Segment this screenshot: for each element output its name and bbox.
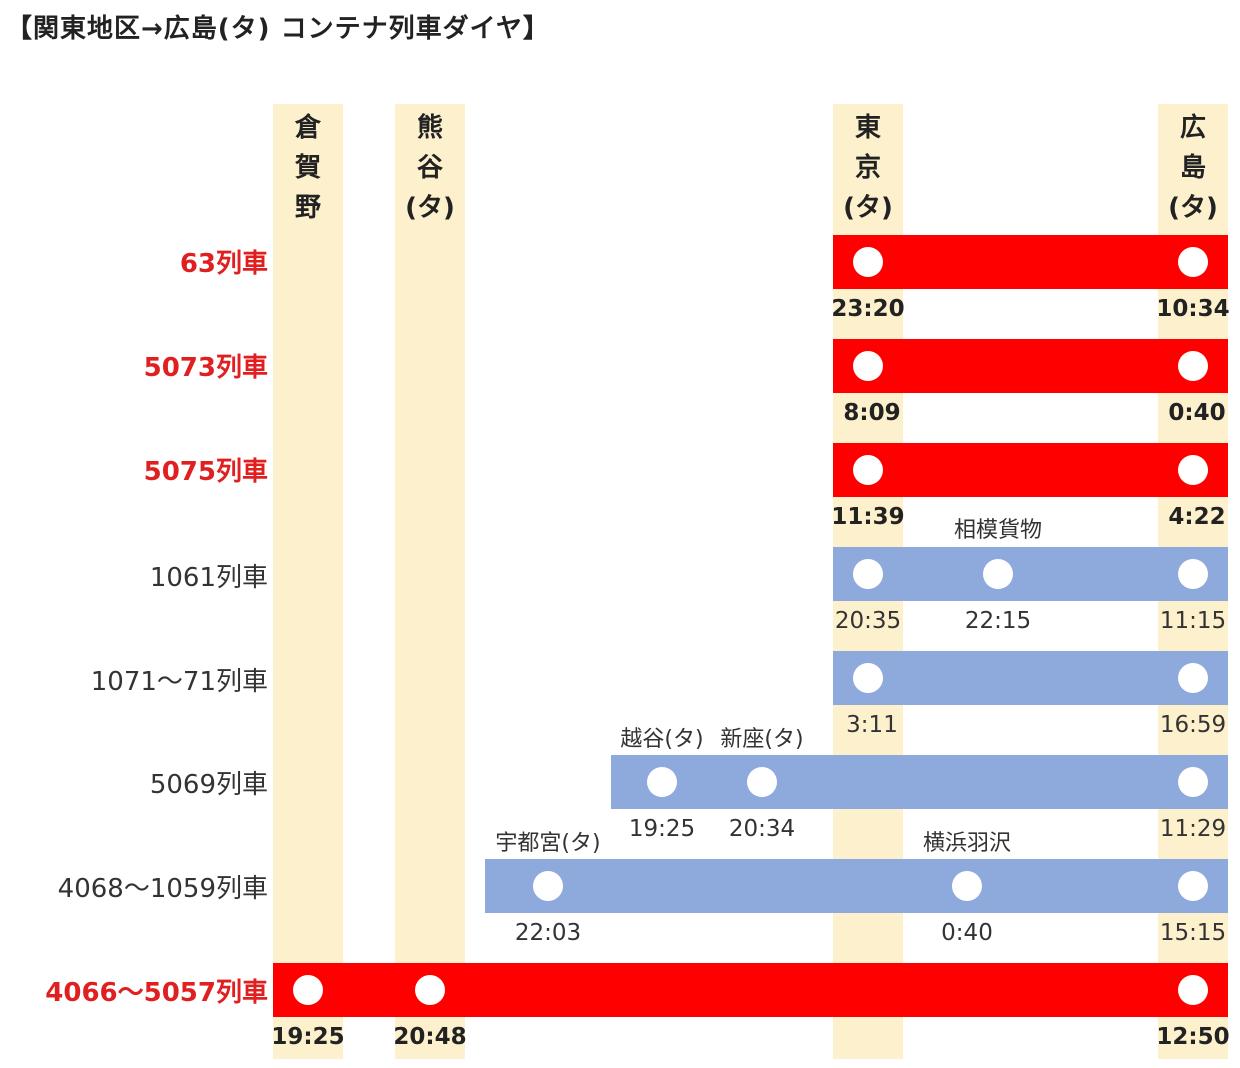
stop-dot bbox=[1178, 247, 1208, 277]
time-hiroshima: 11:29 bbox=[1159, 816, 1227, 842]
time-hiroshima: 12:50 bbox=[1156, 1024, 1230, 1050]
time-koshigaya: 19:25 bbox=[628, 816, 696, 842]
train-bar-63 bbox=[833, 235, 1228, 289]
time-kurashino: 19:25 bbox=[271, 1024, 345, 1050]
time-hiroshima: 15:15 bbox=[1159, 920, 1227, 946]
train-bar-5073 bbox=[833, 339, 1228, 393]
time-hiroshima: 16:59 bbox=[1159, 712, 1227, 738]
train-bar-4068 bbox=[485, 859, 1228, 913]
time-hiroshima: 4:22 bbox=[1168, 504, 1226, 530]
time-tokyo: 20:35 bbox=[834, 608, 902, 634]
stop-dot bbox=[952, 871, 982, 901]
column-kurashino bbox=[273, 104, 343, 1059]
time-yokohama-hazawa: 0:40 bbox=[941, 920, 993, 946]
time-tokyo: 3:11 bbox=[846, 712, 898, 738]
station-tokyo: 東 京 (タ) bbox=[843, 113, 893, 223]
time-hiroshima: 11:15 bbox=[1159, 608, 1227, 634]
stop-dot bbox=[983, 559, 1013, 589]
train-label-4068: 4068〜1059列車 bbox=[57, 874, 268, 904]
stop-dot bbox=[1178, 663, 1208, 693]
train-label-5075: 5075列車 bbox=[143, 457, 268, 487]
via-station-utsunomiya: 宇都宮(タ) bbox=[495, 831, 601, 856]
time-kumagaya: 20:48 bbox=[393, 1024, 467, 1050]
stop-dot bbox=[293, 975, 323, 1005]
train-bar-5075 bbox=[833, 443, 1228, 497]
time-utsunomiya: 22:03 bbox=[514, 920, 582, 946]
page-title: 【関東地区→広島(タ) コンテナ列車ダイヤ】 bbox=[6, 14, 550, 44]
train-label-5069: 5069列車 bbox=[149, 770, 268, 800]
via-station-niiza: 新座(タ) bbox=[720, 727, 804, 752]
stop-dot bbox=[1178, 767, 1208, 797]
stop-dot bbox=[747, 767, 777, 797]
stop-dot bbox=[853, 455, 883, 485]
stop-dot bbox=[1178, 455, 1208, 485]
stop-dot bbox=[853, 247, 883, 277]
train-label-1071: 1071〜71列車 bbox=[90, 667, 268, 697]
station-kumagaya: 熊 谷 (タ) bbox=[405, 113, 455, 223]
train-label-63: 63列車 bbox=[179, 249, 268, 279]
time-sagami: 22:15 bbox=[964, 608, 1032, 634]
stop-dot bbox=[647, 767, 677, 797]
train-label-1061: 1061列車 bbox=[149, 563, 268, 593]
stop-dot bbox=[1178, 351, 1208, 381]
via-station-koshigaya: 越谷(タ) bbox=[620, 727, 704, 752]
station-kurashino: 倉 賀 野 bbox=[294, 113, 321, 223]
train-bar-1071 bbox=[833, 651, 1228, 705]
stop-dot bbox=[1178, 559, 1208, 589]
stop-dot bbox=[853, 663, 883, 693]
train-label-4066: 4066〜5057列車 bbox=[45, 978, 268, 1008]
via-station-yokohama-hazawa: 横浜羽沢 bbox=[922, 831, 1012, 856]
time-hiroshima: 10:34 bbox=[1156, 296, 1230, 322]
time-tokyo: 11:39 bbox=[831, 504, 905, 530]
column-kumagaya bbox=[395, 104, 465, 1059]
train-label-5073: 5073列車 bbox=[143, 353, 268, 383]
stop-dot bbox=[1178, 975, 1208, 1005]
time-tokyo: 23:20 bbox=[831, 296, 905, 322]
station-hiroshima: 広 島 (タ) bbox=[1168, 113, 1218, 223]
time-hiroshima: 0:40 bbox=[1168, 400, 1226, 426]
stop-dot bbox=[853, 351, 883, 381]
stop-dot bbox=[533, 871, 563, 901]
train-bar-1061 bbox=[833, 547, 1228, 601]
time-niiza: 20:34 bbox=[728, 816, 796, 842]
via-station-sagami: 相模貨物 bbox=[953, 518, 1043, 543]
stop-dot bbox=[853, 559, 883, 589]
stop-dot bbox=[415, 975, 445, 1005]
time-tokyo: 8:09 bbox=[843, 400, 901, 426]
train-bar-5069 bbox=[611, 755, 1228, 809]
stop-dot bbox=[1178, 871, 1208, 901]
